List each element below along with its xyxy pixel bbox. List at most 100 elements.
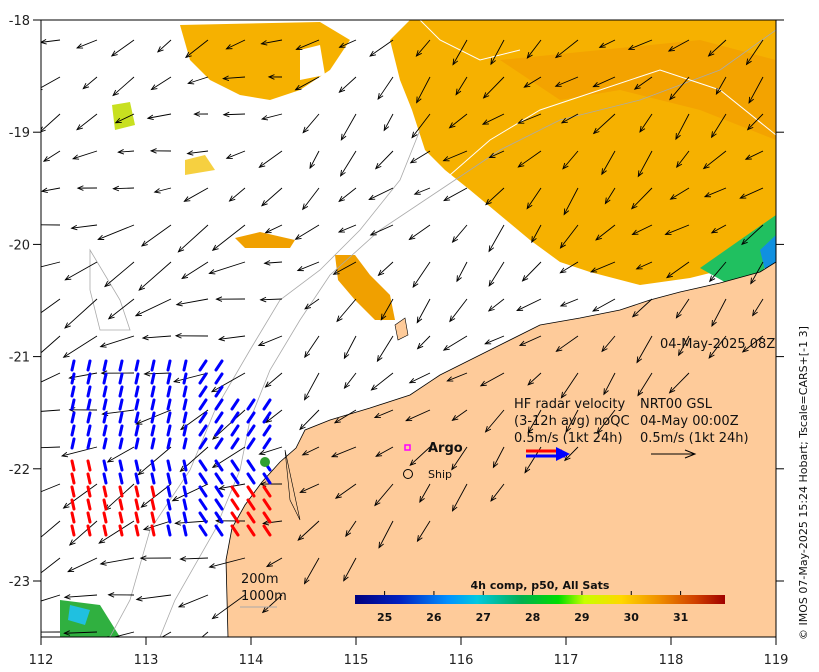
- model-vector-head: [752, 309, 758, 317]
- model-vector: [147, 113, 172, 119]
- model-vector-head: [296, 265, 304, 272]
- model-vector-head: [565, 425, 572, 433]
- model-vector: [142, 335, 172, 339]
- model-vector: [632, 224, 653, 235]
- hf-vector: [102, 385, 108, 398]
- model-vector: [560, 298, 579, 307]
- model-vector-head: [526, 52, 533, 59]
- model-vector-head: [560, 117, 568, 124]
- model-vector-head: [345, 530, 352, 538]
- model-vector: [417, 335, 431, 349]
- colorbar: [355, 595, 725, 604]
- colorbar-ticks: 25 26 27 28 29 30 31: [377, 591, 688, 624]
- model-vector: [592, 298, 616, 312]
- hf-vector: [86, 498, 92, 511]
- model-vector-head: [633, 83, 641, 90]
- model-vector-head: [267, 74, 275, 80]
- model-vector: [416, 76, 431, 103]
- model-vector: [560, 224, 579, 249]
- hf-vector: [214, 472, 224, 485]
- model-vector: [555, 76, 579, 87]
- model-vector: [71, 224, 98, 229]
- model-vector-head: [383, 124, 390, 132]
- hf-vector: [182, 437, 188, 450]
- model-vector-head: [746, 123, 754, 131]
- model-vector: [211, 372, 246, 393]
- model-vector-head: [596, 427, 603, 435]
- model-vector-head: [26, 385, 32, 389]
- model-vector: [173, 372, 209, 383]
- hf-vector: [134, 498, 140, 511]
- model-vector: [138, 261, 172, 291]
- model-vector-head: [374, 162, 382, 170]
- x-axis: 112 113 114 115 116 117 118 119: [29, 637, 788, 668]
- model-vector-head: [559, 267, 567, 274]
- model-vector: [76, 39, 98, 49]
- hf-vector: [214, 437, 224, 450]
- model-vector-head: [171, 495, 179, 502]
- model-vector-head: [490, 58, 496, 66]
- model-current-vectors: [26, 38, 764, 637]
- model-vector-head: [595, 234, 602, 241]
- model-vector-head: [181, 273, 189, 280]
- colorbar-tick-label: 30: [624, 611, 640, 624]
- model-vector-head: [452, 58, 459, 66]
- model-vector-head: [64, 322, 71, 329]
- hf-vector: [134, 437, 140, 450]
- y-tick-label: -20: [9, 238, 30, 253]
- hf-vector: [86, 398, 92, 411]
- model-vector: [295, 224, 320, 240]
- model-vector-head: [739, 193, 747, 199]
- model-vector-head: [635, 264, 643, 270]
- model-vector: [492, 446, 505, 468]
- model-vector: [599, 39, 616, 48]
- hf-vector: [262, 511, 272, 524]
- model-vector: [261, 187, 283, 207]
- model-vector-head: [99, 560, 107, 566]
- y-tick-label: -19: [9, 126, 30, 141]
- model-vector-head: [135, 419, 143, 425]
- model-vector-head: [336, 315, 343, 323]
- model-vector-head: [27, 602, 33, 606]
- model-vector-head: [137, 469, 145, 476]
- model-vector: [76, 113, 98, 131]
- hf-vector: [246, 398, 256, 411]
- model-vector-head: [31, 446, 37, 451]
- model-vector: [82, 76, 98, 89]
- model-vector: [742, 335, 764, 353]
- hf-vector: [134, 459, 140, 472]
- model-vector-head: [297, 534, 305, 541]
- model-vector-head: [110, 50, 118, 57]
- hf-vector: [246, 459, 256, 472]
- colorbar-tick-label: 25: [377, 611, 392, 624]
- model-vector-head: [413, 189, 421, 195]
- model-vector: [416, 298, 431, 323]
- hf-radar-vectors: [70, 359, 272, 537]
- y-tick-label: -18: [9, 14, 30, 29]
- model-vector: [631, 187, 653, 209]
- model-vector-head: [601, 345, 608, 353]
- hf-vector: [134, 372, 140, 385]
- model-vector: [634, 76, 653, 90]
- y-tick-label: -21: [9, 351, 30, 366]
- hf-vector: [70, 359, 76, 372]
- hf-vector: [246, 485, 256, 498]
- model-vector: [161, 631, 172, 637]
- hf-vector: [118, 485, 124, 498]
- hf-vector: [214, 398, 224, 411]
- model-vector: [711, 298, 727, 327]
- hf-vector: [86, 411, 92, 424]
- model-vector: [180, 557, 209, 560]
- contour-1000m-label: 1000m: [241, 589, 287, 604]
- model-vector-head: [343, 382, 350, 390]
- hf-vector: [214, 498, 224, 511]
- hf-vector: [198, 372, 208, 385]
- model-vector: [527, 372, 542, 386]
- hf-vector: [118, 498, 124, 511]
- model-vector: [41, 261, 61, 268]
- hf-vector: [262, 485, 272, 498]
- model-vector-head: [99, 342, 107, 348]
- model-vector: [343, 335, 357, 359]
- model-vector-head: [419, 496, 425, 504]
- model-vector: [560, 261, 579, 274]
